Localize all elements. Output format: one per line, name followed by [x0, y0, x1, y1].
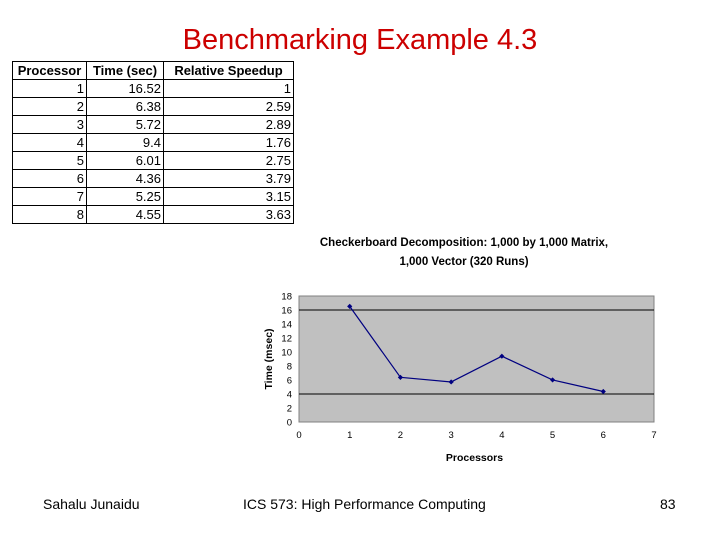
footer-course: ICS 573: High Performance Computing	[243, 496, 486, 512]
table-row: 7 5.25 3.15	[12, 187, 294, 206]
cell-time: 5.25	[86, 187, 164, 206]
chart-title-line1: Checkerboard Decomposition: 1,000 by 1,0…	[320, 237, 608, 249]
table-row: 2 6.38 2.59	[12, 97, 294, 116]
y-tick-label: 14	[281, 320, 292, 331]
y-tick-label: 2	[287, 404, 292, 415]
table-row: 8 4.55 3.63	[12, 205, 294, 224]
cell-time: 6.01	[86, 151, 164, 170]
table-row: 5 6.01 2.75	[12, 151, 294, 170]
x-tick-label: 6	[601, 430, 606, 441]
x-axis-label: Processors	[446, 452, 503, 464]
cell-processor: 2	[12, 97, 87, 116]
x-tick-label: 7	[651, 430, 656, 441]
cell-processor: 7	[12, 187, 87, 206]
table-header-row: Processor Time (sec) Relative Speedup	[12, 61, 294, 80]
x-tick-label: 0	[296, 430, 301, 441]
y-tick-label: 8	[287, 362, 292, 373]
chart-container: Checkerboard Decomposition: 1,000 by 1,0…	[250, 228, 680, 468]
cell-speedup: 1	[163, 79, 294, 98]
header-processor: Processor	[12, 61, 87, 80]
cell-time: 6.38	[86, 97, 164, 116]
slide-title: Benchmarking Example 4.3	[182, 24, 538, 56]
cell-speedup: 1.76	[163, 133, 294, 152]
x-tick-label: 2	[398, 430, 403, 441]
footer-page-number: 83	[660, 496, 676, 512]
cell-time: 4.55	[86, 205, 164, 224]
line-chart: Checkerboard Decomposition: 1,000 by 1,0…	[263, 237, 657, 464]
cell-speedup: 2.75	[163, 151, 294, 170]
cell-time: 9.4	[86, 133, 164, 152]
y-tick-label: 4	[287, 390, 292, 401]
header-time: Time (sec)	[86, 61, 164, 80]
cell-time: 16.52	[86, 79, 164, 98]
cell-time: 4.36	[86, 169, 164, 188]
cell-time: 5.72	[86, 115, 164, 134]
plot-area	[298, 295, 655, 423]
cell-speedup: 3.15	[163, 187, 294, 206]
cell-processor: 6	[12, 169, 87, 188]
header-relative-speedup: Relative Speedup	[163, 61, 294, 80]
y-tick-label: 6	[287, 376, 292, 387]
benchmark-table: Processor Time (sec) Relative Speedup 1 …	[12, 61, 294, 224]
cell-speedup: 3.63	[163, 205, 294, 224]
table-row: 3 5.72 2.89	[12, 115, 294, 134]
y-tick-label: 10	[281, 348, 292, 359]
y-tick-labels: 0 2 4 6 8 10 12 14 16 18	[281, 292, 292, 429]
footer-author: Sahalu Junaidu	[43, 496, 140, 512]
grid-lines	[299, 309, 654, 395]
x-tick-label: 4	[499, 430, 504, 441]
x-tick-label: 1	[347, 430, 352, 441]
table-row: 4 9.4 1.76	[12, 133, 294, 152]
table-row: 6 4.36 3.79	[12, 169, 294, 188]
cell-speedup: 3.79	[163, 169, 294, 188]
cell-processor: 3	[12, 115, 87, 134]
data-point	[600, 388, 606, 395]
y-tick-label: 18	[281, 292, 292, 303]
cell-processor: 1	[12, 79, 87, 98]
chart-title-line2: 1,000 Vector (320 Runs)	[399, 256, 528, 268]
y-tick-label: 0	[287, 418, 292, 429]
y-tick-label: 12	[281, 334, 292, 345]
x-tick-label: 5	[550, 430, 555, 441]
x-tick-label: 3	[448, 430, 453, 441]
series-line	[349, 306, 604, 393]
cell-processor: 5	[12, 151, 87, 170]
y-tick-label: 16	[281, 306, 292, 317]
data-point	[549, 377, 556, 383]
x-tick-labels: 0 1 2 3 4 5 6 7	[296, 430, 656, 441]
table-row: 1 16.52 1	[12, 79, 294, 98]
cell-speedup: 2.59	[163, 97, 294, 116]
cell-speedup: 2.89	[163, 115, 294, 134]
cell-processor: 8	[12, 205, 87, 224]
y-axis-label: Time (msec)	[263, 328, 275, 389]
cell-processor: 4	[12, 133, 87, 152]
